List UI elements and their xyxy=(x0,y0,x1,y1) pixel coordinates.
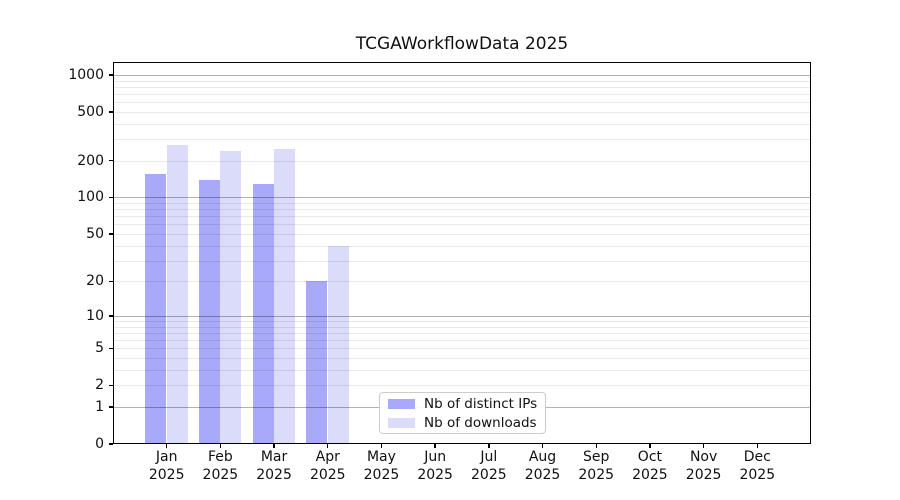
gridline-minor xyxy=(113,102,811,104)
y-tick-mark xyxy=(109,280,113,283)
gridline-minor xyxy=(113,80,811,82)
gridline-minor xyxy=(113,245,811,247)
legend-label-distinct-ips: Nb of distinct IPs xyxy=(424,395,538,412)
gridline-minor xyxy=(113,281,811,283)
gridline-minor xyxy=(113,326,811,328)
gridline-major xyxy=(113,74,811,76)
gridline-minor xyxy=(113,369,811,371)
x-tick-mark xyxy=(541,444,544,448)
y-tick-label: 1000 xyxy=(68,66,104,83)
gridline-minor xyxy=(113,321,811,322)
x-tick-label: Mar 2025 xyxy=(256,449,292,483)
legend-swatch-distinct-ips xyxy=(388,398,415,409)
gridline-minor xyxy=(113,203,811,205)
y-tick-mark xyxy=(109,196,113,199)
x-tick-label: Nov 2025 xyxy=(685,449,722,483)
chart-title: TCGAWorkflowData 2025 xyxy=(355,34,569,54)
y-tick-mark xyxy=(109,233,113,235)
x-tick-mark xyxy=(649,444,651,448)
bar-jan-downloads xyxy=(166,144,188,444)
x-tick-label: Dec 2025 xyxy=(739,449,776,483)
x-tick-mark xyxy=(273,444,275,448)
gridline-minor xyxy=(113,139,811,141)
y-tick-mark xyxy=(109,384,113,386)
gridline-minor xyxy=(113,209,811,211)
y-tick-label: 100 xyxy=(77,189,104,206)
bar-apr-distinct-ips xyxy=(306,281,328,444)
gridline-minor xyxy=(113,93,811,95)
x-tick-mark xyxy=(702,444,705,448)
x-tick-mark xyxy=(488,444,490,448)
y-tick-label: 5 xyxy=(95,340,104,357)
y-tick-label: 1 xyxy=(95,398,104,415)
x-tick-mark xyxy=(165,444,168,448)
y-tick-label: 2 xyxy=(95,377,104,394)
y-tick-label: 50 xyxy=(86,225,104,242)
x-tick-label: Oct 2025 xyxy=(632,449,668,483)
gridline-minor xyxy=(113,233,811,235)
gridline-minor xyxy=(113,224,811,226)
bar-feb-downloads xyxy=(220,151,242,444)
gridline-major xyxy=(113,197,811,199)
gridline-minor xyxy=(113,385,811,387)
bar-mar-distinct-ips xyxy=(252,184,274,444)
y-tick-label: 500 xyxy=(77,103,104,120)
gridline-minor xyxy=(113,86,811,88)
x-tick-label: Sep 2025 xyxy=(578,449,615,483)
bar-apr-downloads xyxy=(327,245,349,444)
y-tick-mark xyxy=(109,111,113,113)
bar-feb-distinct-ips xyxy=(198,180,220,444)
gridline-minor xyxy=(113,358,811,360)
x-tick-mark xyxy=(756,444,758,448)
gridline-minor xyxy=(113,332,811,334)
y-tick-label: 10 xyxy=(86,307,104,324)
y-tick-mark xyxy=(109,74,113,76)
legend: Nb of distinct IPs Nb of downloads xyxy=(379,392,546,434)
x-tick-mark xyxy=(434,444,436,448)
legend-label-downloads: Nb of downloads xyxy=(424,414,537,431)
gridline-minor xyxy=(113,260,811,262)
y-tick-mark xyxy=(109,160,113,162)
x-tick-label: Jul 2025 xyxy=(471,449,507,483)
x-tick-label: Jun 2025 xyxy=(417,449,453,483)
y-tick-mark xyxy=(109,347,113,349)
x-tick-label: Aug 2025 xyxy=(524,449,561,483)
x-tick-label: May 2025 xyxy=(363,449,400,483)
legend-item-distinct-ips: Nb of distinct IPs xyxy=(388,395,538,412)
gridline-minor xyxy=(113,348,811,350)
y-tick-mark xyxy=(109,315,113,317)
y-tick-label: 200 xyxy=(77,152,104,169)
x-tick-mark xyxy=(380,444,383,448)
x-tick-mark xyxy=(219,444,222,448)
y-tick-label: 20 xyxy=(86,273,104,290)
bar-jan-distinct-ips xyxy=(145,174,167,444)
gridline-minor xyxy=(113,340,811,342)
bar-mar-downloads xyxy=(274,149,296,444)
y-tick-mark xyxy=(109,406,113,408)
x-tick-mark xyxy=(595,444,597,448)
x-tick-label: Feb 2025 xyxy=(202,449,239,483)
legend-swatch-downloads xyxy=(388,417,415,428)
legend-item-downloads: Nb of downloads xyxy=(388,414,537,431)
y-tick-label: 0 xyxy=(95,436,104,452)
x-tick-label: Apr 2025 xyxy=(309,449,346,483)
gridline-minor xyxy=(113,123,811,125)
gridline-major xyxy=(113,315,811,317)
x-tick-mark xyxy=(327,444,329,448)
gridline-minor xyxy=(113,160,811,162)
x-tick-label: Jan 2025 xyxy=(148,449,185,483)
gridline-minor xyxy=(113,216,811,218)
y-tick-mark xyxy=(109,443,113,445)
gridline-minor xyxy=(113,111,811,113)
